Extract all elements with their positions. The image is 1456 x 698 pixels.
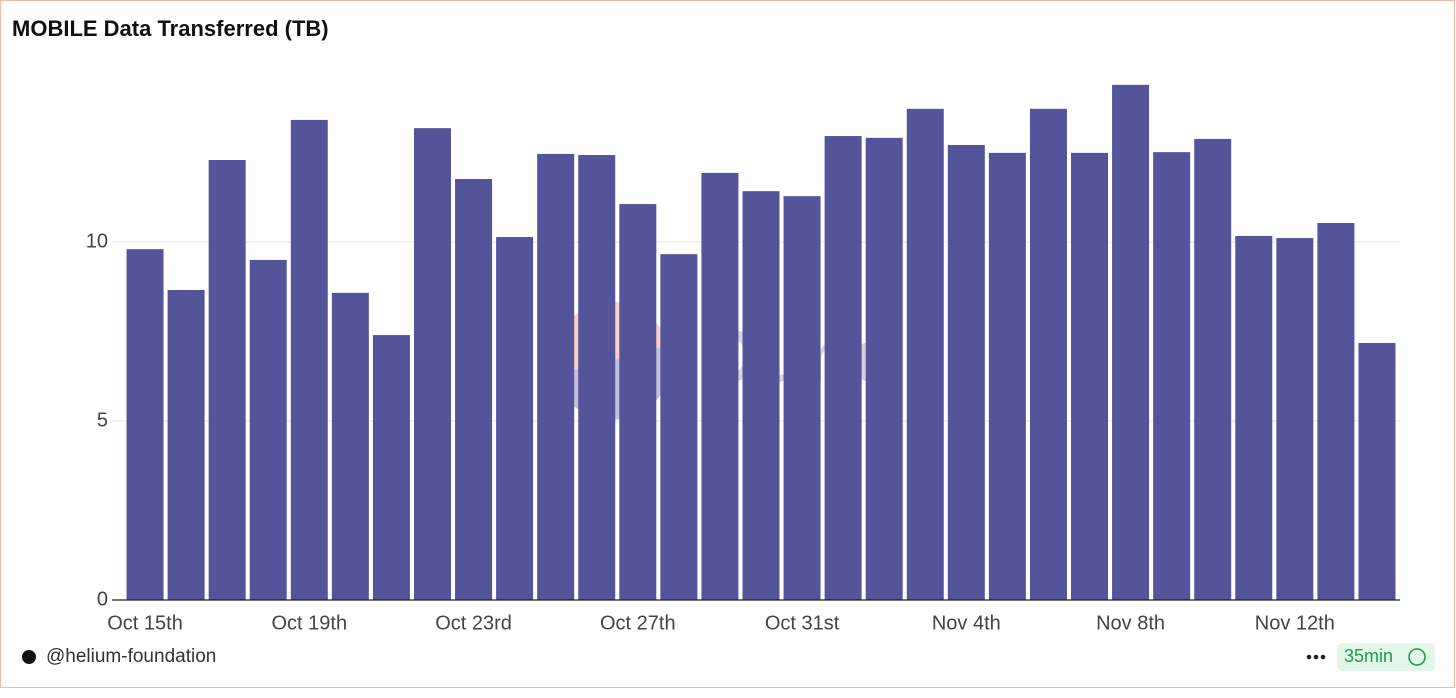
bar	[208, 160, 246, 600]
bar	[1029, 108, 1067, 600]
bar	[496, 236, 534, 600]
bar	[455, 178, 493, 600]
x-tick-label: Oct 19th	[271, 612, 347, 634]
x-tick-label: Nov 12th	[1255, 612, 1335, 634]
bar	[578, 155, 616, 601]
bar	[988, 152, 1026, 600]
bar	[742, 191, 780, 600]
bar	[824, 136, 862, 601]
menu-dot[interactable]	[1306, 654, 1312, 660]
x-tick-label: Nov 4th	[932, 612, 1001, 634]
x-tick-label: Oct 27th	[600, 612, 676, 634]
menu-dot[interactable]	[1313, 654, 1319, 660]
bar	[1276, 238, 1314, 600]
bar	[1317, 223, 1355, 600]
bar	[906, 108, 944, 600]
x-tick-label: Oct 31st	[765, 612, 840, 634]
bar	[1358, 342, 1396, 600]
x-tick-label: Oct 23rd	[435, 612, 512, 634]
bar	[783, 196, 821, 600]
bar	[372, 335, 410, 600]
menu-dot[interactable]	[1320, 654, 1326, 660]
bar	[126, 249, 164, 600]
refresh-time: 35min	[1344, 646, 1393, 666]
bar	[537, 153, 575, 600]
bar	[413, 128, 451, 600]
bar	[249, 259, 287, 600]
bar	[865, 137, 903, 600]
plot: 0 5 10 Oct 15th Oct 19th Oct 23rd Oct 27th Oct …	[86, 84, 1400, 634]
bar	[619, 204, 657, 600]
author-icon	[22, 650, 36, 664]
x-tick-label: Oct 15th	[107, 612, 183, 634]
bar	[1071, 152, 1109, 600]
refresh-badge	[1337, 643, 1435, 671]
bar	[331, 292, 369, 600]
bar	[1235, 235, 1273, 600]
refresh-icon	[1408, 648, 1426, 666]
x-tick-label: Nov 8th	[1096, 612, 1165, 634]
bar	[1112, 84, 1150, 600]
bar	[947, 144, 985, 600]
y-tick-label: 5	[97, 409, 108, 431]
author: @helium-foundation	[46, 646, 216, 667]
y-tick-label: 0	[97, 588, 108, 610]
bar	[660, 254, 698, 600]
y-tick-label: 10	[86, 230, 108, 252]
bar	[1153, 152, 1191, 600]
bar	[167, 289, 205, 600]
bar	[701, 172, 739, 600]
chart-title: MOBILE Data Transferred (TB)	[12, 16, 329, 41]
bar	[290, 119, 328, 600]
bar	[1194, 138, 1232, 600]
